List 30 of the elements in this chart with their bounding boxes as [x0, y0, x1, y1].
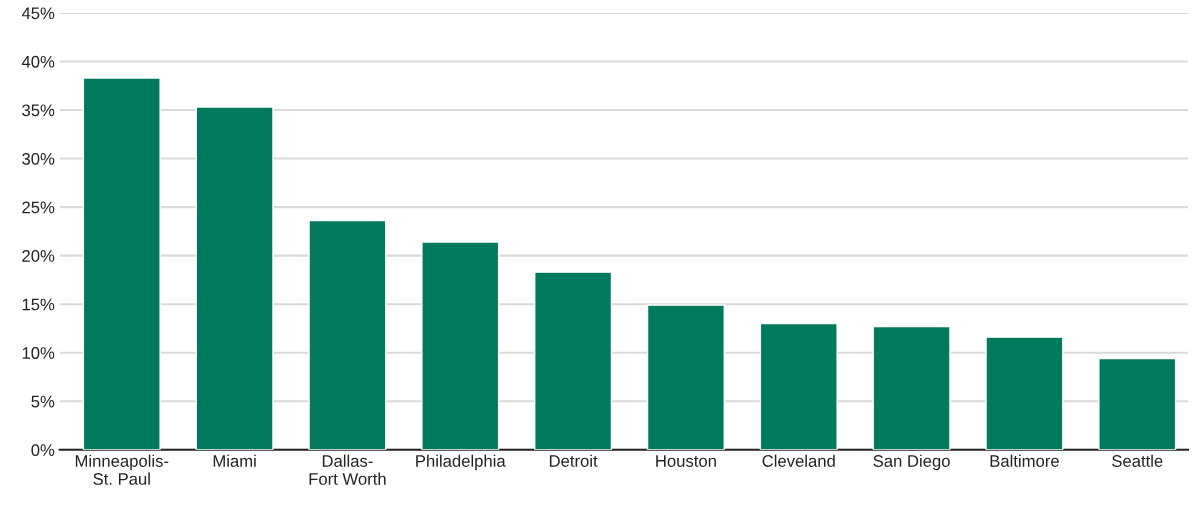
y-tick-label: 45% [21, 7, 55, 20]
x-tick-label: Cleveland [762, 454, 835, 467]
y-tick-label: 40% [21, 55, 55, 68]
y-tick-label: 20% [22, 250, 55, 262]
x-tick-label: Philadelphia [416, 454, 506, 471]
x-tick-label: Minneapolis- St. Paul [75, 454, 169, 485]
bar [1098, 357, 1177, 450]
x-tick-label: Seattle [1112, 454, 1163, 467]
bar [534, 271, 613, 450]
y-tick-label: 5% [31, 395, 55, 408]
y-tick-label: 0% [31, 444, 55, 456]
x-tick-label: Houston [656, 455, 716, 467]
y-tick-label: 25% [22, 201, 55, 214]
y-tick-label: 30% [22, 152, 55, 165]
y-tick-label: 15% [22, 298, 55, 311]
x-tick-label: Detroit [549, 454, 598, 467]
bar [872, 325, 951, 450]
bar [195, 106, 274, 450]
bar [646, 304, 725, 450]
bar [985, 336, 1064, 450]
x-tick-label: Dallas- Fort Worth [309, 454, 386, 485]
bar [308, 219, 387, 450]
y-tick-label: 35% [22, 104, 55, 117]
x-tick-label: Baltimore [990, 454, 1059, 467]
bar [759, 322, 838, 450]
y-tick-label: 10% [22, 347, 55, 359]
x-tick-label: San Diego [873, 454, 950, 471]
bar [421, 241, 500, 450]
bar [82, 77, 161, 450]
x-tick-label: Miami [213, 454, 256, 467]
